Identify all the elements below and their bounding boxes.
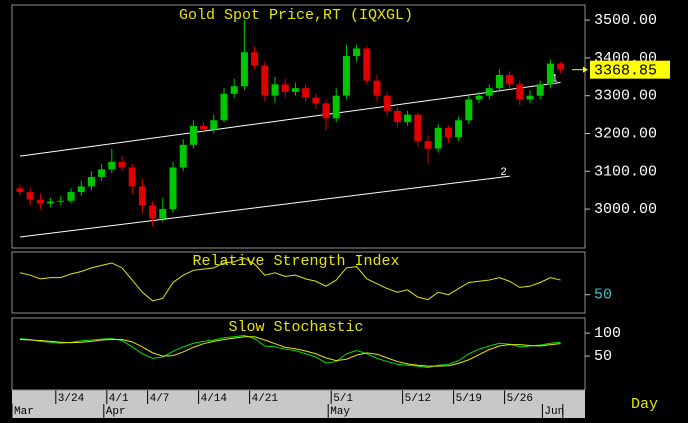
candle-body [251, 52, 259, 66]
y-tick-label: 3000.00 [594, 201, 657, 218]
candle-body [128, 167, 136, 187]
month-label: Apr [106, 406, 126, 418]
panel-title: Gold Spot Price,RT (IQXGL) [179, 7, 413, 24]
candle-body [526, 95, 534, 100]
last-price-label: 3368.85 [594, 63, 657, 80]
last-price-arrowhead [583, 66, 588, 73]
x-tick-label: 5/1 [333, 393, 353, 405]
candle-body [506, 74, 514, 85]
y-tick-label: 50 [594, 287, 612, 304]
candle-body [281, 84, 289, 92]
series-line [19, 336, 561, 367]
x-tick-label: 4/1 [109, 393, 129, 405]
candle-body [546, 63, 554, 85]
month-label: Jun [544, 406, 564, 418]
candle-body [36, 199, 44, 204]
candle-body [455, 120, 463, 138]
candle-body [271, 84, 279, 96]
trendline [19, 81, 561, 157]
candle-body [404, 114, 412, 123]
x-tick-label: 3/24 [58, 393, 85, 405]
candle-body [485, 88, 493, 96]
candle-body [67, 192, 75, 201]
candle-body [149, 205, 157, 219]
x-axis-strip [12, 390, 585, 418]
y-tick-label: 3100.00 [594, 163, 657, 180]
candle-body [189, 125, 197, 145]
y-tick-label: 3300.00 [594, 88, 657, 105]
trendline-label: 2 [500, 167, 507, 179]
candle-body [98, 169, 106, 177]
month-label: Mar [14, 406, 34, 418]
candle-body [414, 114, 422, 142]
candle-body [26, 192, 34, 200]
candle-body [159, 209, 167, 219]
x-tick-label: 5/19 [456, 393, 482, 405]
candle-body [210, 120, 218, 130]
candle-body [495, 74, 503, 89]
candle-body [47, 201, 55, 204]
candle-body [424, 141, 432, 149]
period-label: Day [631, 396, 658, 413]
candle-body [261, 65, 269, 96]
candle-body [240, 52, 248, 87]
candle-body [444, 127, 452, 138]
month-label: May [330, 406, 350, 418]
candle-body [322, 103, 330, 119]
y-tick-label: 50 [594, 348, 612, 365]
x-tick-label: 4/21 [252, 393, 279, 405]
candle-body [475, 95, 483, 100]
x-tick-label: 5/12 [405, 393, 431, 405]
candle-body [373, 80, 381, 96]
series-line [19, 257, 561, 302]
panel [11, 4, 586, 249]
candle-body [77, 186, 85, 193]
candle-body [138, 186, 146, 206]
last-price-box [590, 60, 670, 79]
candle-body [291, 88, 299, 92]
y-tick-label: 3200.00 [594, 125, 657, 142]
candle-body [220, 93, 228, 121]
candle-body [393, 110, 401, 123]
candle-body [87, 176, 95, 187]
candle-body [312, 97, 320, 104]
candle-body [200, 125, 208, 130]
candle-body [342, 56, 350, 96]
candle-body [302, 88, 310, 98]
candle-body [16, 188, 24, 193]
candle-body [108, 161, 116, 170]
candle-body [557, 63, 565, 70]
candle-body [434, 127, 442, 149]
candle-body [536, 84, 544, 96]
candle-body [383, 95, 391, 111]
y-tick-label: 3500.00 [594, 12, 657, 29]
candle-body [57, 200, 65, 202]
panel [11, 317, 586, 391]
candle-body [332, 95, 340, 119]
candle-body [516, 84, 524, 100]
panel-title: Relative Strength Index [192, 253, 399, 270]
candle-body [230, 86, 238, 94]
candle-body [118, 161, 126, 168]
trendline [19, 175, 510, 238]
candle-body [179, 144, 187, 168]
y-tick-label: 100 [594, 325, 621, 342]
series-line [19, 334, 561, 369]
x-tick-label: 5/26 [507, 393, 533, 405]
x-tick-label: 4/7 [150, 393, 170, 405]
panel-title: Slow Stochastic [228, 319, 363, 336]
candle-body [465, 99, 473, 121]
x-tick-label: 4/14 [201, 393, 228, 405]
candle-body [363, 48, 371, 81]
panel [11, 251, 586, 314]
candle-body [169, 167, 177, 210]
trendline-label: 1 [551, 73, 558, 85]
candle-body [353, 48, 361, 57]
